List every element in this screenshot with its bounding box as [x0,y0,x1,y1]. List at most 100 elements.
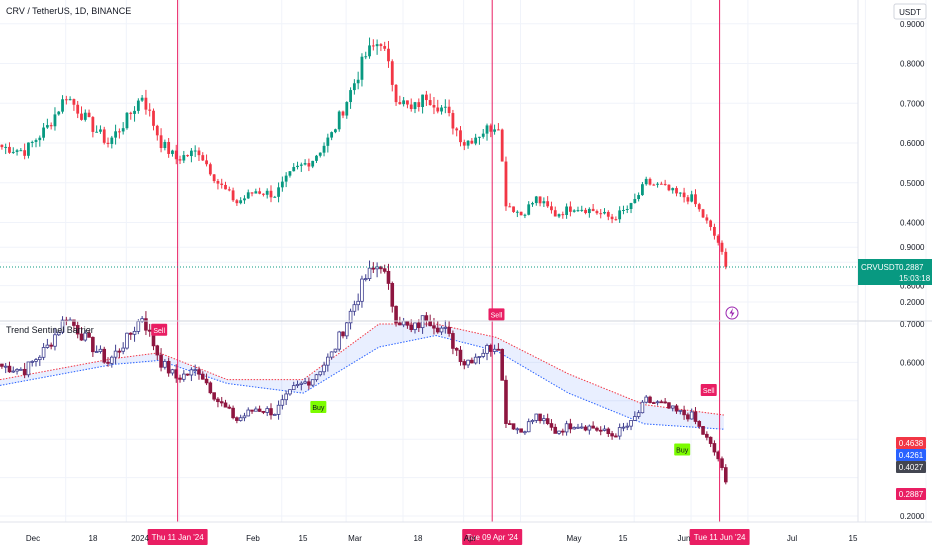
indicator-axis-label: 0.6000 [900,358,925,367]
price-candle [686,197,690,202]
indicator-candle [443,326,448,329]
price-candle [258,191,262,194]
price-badge: CRVUSDT 0.2887 15:03:18 [858,259,932,285]
signal-label: Buy [676,447,689,454]
price-candle [417,102,421,108]
price-candle [27,142,30,156]
price-candle [186,155,190,157]
indicator-candle [375,266,379,270]
price-candle [110,137,114,144]
price-candle [591,208,595,212]
price-candle [117,131,121,133]
price-candle [648,178,652,185]
price-candle [508,206,512,208]
indicator-candle [238,417,243,421]
price-candle [205,160,208,165]
indicator-candle [204,378,209,384]
indicator-candle [212,392,216,400]
price-candle [371,45,375,47]
indicator-candle [477,356,482,358]
price-candle [38,137,42,141]
price-candle [273,196,277,198]
event-date-badge [689,529,750,545]
indicator-candle [640,401,645,414]
price-candle [709,220,713,227]
indicator-candle [121,347,125,352]
indicator-candle [193,369,197,372]
price-candle [678,192,682,194]
price-candle [163,141,167,149]
price-candle [368,45,371,57]
indicator-candle [519,428,523,433]
price-candle [296,165,299,168]
price-candle [114,131,117,138]
price-candle [697,204,701,210]
indicator-candle [208,382,213,394]
time-axis-label: Apr [464,534,477,543]
price-axis-label: 0.9000 [900,20,925,29]
price-candle [144,97,148,110]
indicator-axis[interactable]: 0.9000 0.8000 0.7000 0.6000 0.2000 [900,243,925,521]
time-axis-label: 15 [619,534,628,543]
event-date-badge [147,529,208,545]
price-candle [133,110,136,114]
price-candle [682,192,686,198]
price-candle [80,113,83,120]
price-axis-label: 0.7000 [900,99,925,108]
indicator-title[interactable]: Trend Sentinel Barrier [6,325,94,335]
price-candle [610,216,614,220]
indicator-candle [11,370,16,373]
time-axis[interactable]: Dec 18 2024 Feb 15 Mar 18 Apr May 15 Jun Jul 15 [26,534,858,543]
indicator-candle [651,402,656,404]
indicator-candle [409,324,414,330]
indicator-candle [534,413,539,421]
price-candle [659,183,663,185]
price-candle [633,199,637,204]
indicator-candle [610,433,614,437]
indicator-candle [371,267,376,270]
price-candle [182,155,186,161]
signal-label: Sell [153,328,165,335]
price-candle [599,213,603,215]
indicator-candle [420,315,425,329]
indicator-candle [223,402,228,408]
price-candle [394,84,398,103]
signal-labels: Sell Buy Sell Buy Sell [151,308,717,456]
indicator-candle [492,348,497,352]
indicator-candle [451,333,455,349]
price-candle [262,193,265,195]
indicator-candle [363,278,368,281]
price-candle [23,150,27,156]
price-candle [42,127,45,138]
time-axis-label: Jul [787,534,797,543]
price-candle [629,203,633,209]
price-axis[interactable]: 0.9000 0.8000 0.7000 0.6000 0.5000 0.4000 0.20… [900,20,925,307]
lightning-icon[interactable] [725,306,739,320]
price-candle [531,203,534,205]
indicator-candle [629,420,633,427]
price-candle [334,129,337,133]
price-candle [30,141,34,143]
symbol-title[interactable]: CRV / TetherUS, 1D, BINANCE [6,6,131,16]
indicator-candle [398,322,402,326]
indicator-candle [261,411,266,413]
price-candle [387,48,390,62]
price-candle [705,217,709,221]
indicator-candle [189,369,194,376]
price-candle [383,46,387,49]
indicator-candle [216,398,220,403]
indicator-candle [15,369,19,372]
indicator-candle [723,467,728,483]
price-candle [307,163,311,167]
price-candle [68,99,72,101]
indicator-candle [542,418,546,422]
price-candle [451,113,455,129]
currency-button[interactable]: USDT [893,3,927,20]
indicator-candle [250,409,254,412]
price-candle [561,214,565,216]
indicator-candle [413,322,417,330]
price-candle [231,190,235,201]
time-axis-label: 15 [849,534,858,543]
indicator-candle [329,351,334,358]
